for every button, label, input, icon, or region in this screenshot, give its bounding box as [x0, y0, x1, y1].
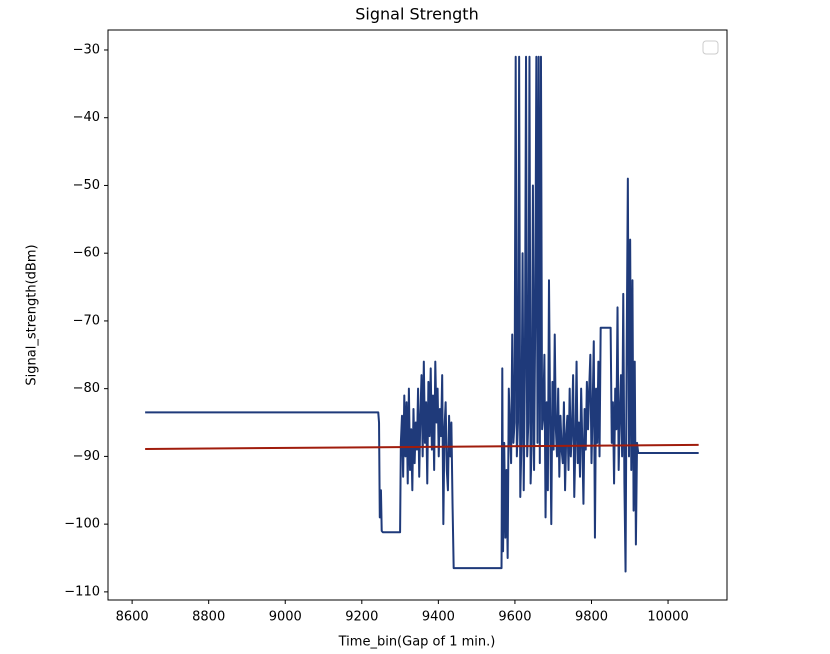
x-tick-label: 9400 — [422, 610, 455, 625]
axes-frame — [107, 29, 728, 601]
y-tick-label: −30 — [73, 42, 100, 57]
y-tick-label: −60 — [73, 246, 100, 261]
legend — [702, 40, 719, 55]
plot-area — [145, 55, 699, 573]
y-tick-label: −80 — [73, 381, 100, 396]
y-tick-label: −40 — [73, 110, 100, 125]
y-tick-label: −110 — [64, 584, 100, 599]
x-tick-label: 8600 — [116, 610, 149, 625]
y-tick-label: −100 — [64, 517, 100, 532]
x-axis-label: Time_bin(Gap of 1 min.) — [338, 635, 496, 650]
x-tick-label: 10000 — [647, 610, 688, 625]
y-tick-label: −90 — [73, 449, 100, 464]
data-line — [145, 55, 699, 573]
data-line — [145, 443, 699, 450]
x-tick-label: 9800 — [575, 610, 608, 625]
y-tick-label: −50 — [73, 178, 100, 193]
y-tick-label: −70 — [73, 313, 100, 328]
x-tick-label: 9600 — [498, 610, 531, 625]
x-tick-label: 9200 — [345, 610, 378, 625]
chart-title: Signal Strength — [355, 5, 478, 24]
x-tick-label: 8800 — [192, 610, 225, 625]
y-axis-label: Signal_strength(dBm) — [25, 244, 40, 385]
x-tick-label: 9000 — [269, 610, 302, 625]
